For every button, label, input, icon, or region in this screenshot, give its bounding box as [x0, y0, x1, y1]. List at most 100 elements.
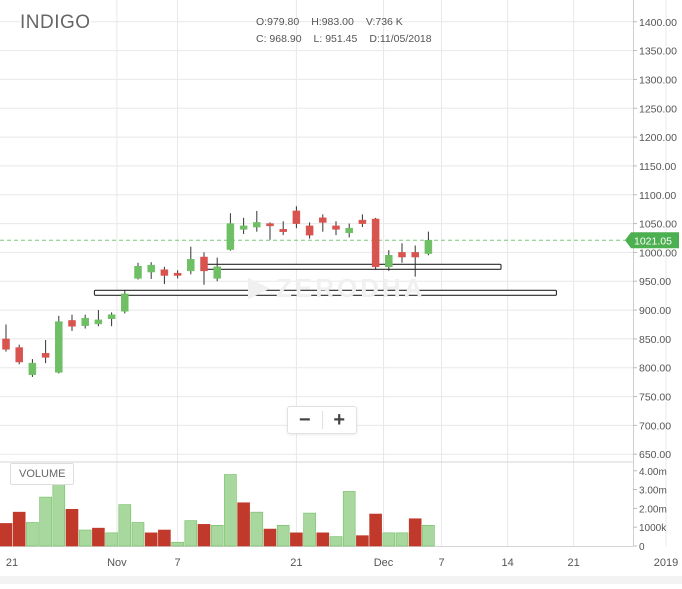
volume-label: VOLUME — [10, 463, 75, 485]
volume-tick-label: 1000k — [639, 523, 667, 534]
candle-body — [279, 229, 287, 232]
volume-bar — [171, 541, 184, 547]
price-tick-label: 1150.00 — [639, 161, 676, 173]
candle-body — [239, 225, 248, 230]
volume-bar — [105, 532, 118, 547]
watermark: ZERODHA — [248, 273, 426, 304]
ohlc-volume: V:736 K — [365, 16, 403, 28]
price-tick-label: 1200.00 — [639, 132, 677, 144]
price-tick-label: 1350.00 — [639, 46, 677, 58]
zoom-controls: − + — [287, 406, 357, 434]
price-tick-label: 1050.00 — [639, 219, 677, 231]
volume-bar — [408, 518, 422, 547]
candle-body — [160, 269, 169, 276]
ohlc-low: L: 951.45 — [313, 33, 358, 45]
volume-bar — [12, 511, 26, 547]
last-price-badge-shape — [625, 232, 679, 249]
candle-body — [385, 255, 393, 268]
volume-tick-label: 3.00m — [639, 486, 667, 497]
candle-body — [253, 222, 261, 228]
candle-body — [55, 321, 63, 373]
candle-body — [305, 225, 314, 236]
price-tick-label: 950.00 — [639, 276, 671, 288]
volume-bar — [316, 532, 330, 547]
price-tick-label: 900.00 — [639, 305, 671, 317]
candle-body — [187, 259, 195, 272]
volume-bar — [65, 509, 79, 547]
candle-body — [424, 240, 433, 254]
candle-body — [358, 219, 367, 224]
volume-bar — [342, 491, 356, 547]
time-axis-label: Dec — [374, 557, 394, 569]
volume-bar — [39, 496, 52, 547]
volume-bar — [92, 527, 105, 547]
candle-body — [2, 338, 10, 350]
volume-bar — [276, 525, 290, 547]
last-price-value: 1021.05 — [634, 235, 672, 247]
candle-body — [107, 314, 116, 319]
ohlc-open: O:979.80 — [256, 16, 300, 28]
volume-tick-label: 0 — [639, 542, 645, 553]
time-axis-label: 21 — [290, 557, 302, 569]
candle-body — [332, 225, 340, 230]
candle-body — [226, 223, 235, 250]
volume-bar — [290, 532, 303, 547]
volume-bar — [356, 535, 369, 547]
candle-body — [411, 252, 419, 258]
ticker-symbol: INDIGO — [20, 12, 91, 34]
volume-bar — [422, 525, 435, 547]
price-tick-label: 800.00 — [639, 363, 671, 375]
time-axis-label: 2019 — [654, 557, 678, 569]
candle-body — [371, 218, 380, 268]
volume-bar — [329, 536, 343, 547]
candle-body — [319, 217, 327, 223]
price-tick-label: 1400.00 — [639, 17, 677, 29]
time-axis-label: 21 — [567, 557, 579, 569]
candle-body — [41, 353, 50, 358]
volume-bar — [224, 474, 237, 547]
candle-body — [266, 223, 274, 227]
price-tick-label: 1100.00 — [639, 190, 676, 202]
candle-body — [292, 210, 301, 224]
volume-bar — [197, 524, 211, 547]
time-axis-label: 14 — [501, 557, 513, 569]
volume-tick-label: 4.00m — [639, 467, 667, 478]
ohlc-readout: O:979.80 H:983.00 V:736 K C: 968.90 L: 951.… — [256, 14, 444, 48]
candle-body — [345, 227, 353, 234]
time-axis-label: 21 — [6, 557, 18, 569]
volume-bar — [0, 523, 13, 547]
candle-body — [200, 256, 208, 272]
price-tick-label: 650.00 — [639, 449, 671, 461]
ohlc-high: H:983.00 — [311, 16, 354, 28]
time-axis-label: 7 — [175, 557, 181, 569]
ohlc-date: D:11/05/2018 — [369, 33, 432, 45]
zoom-in-button[interactable]: + — [333, 408, 346, 431]
volume-bar — [184, 520, 198, 547]
candle-body — [121, 293, 129, 312]
candle-body — [94, 319, 103, 325]
price-tick-label: 750.00 — [639, 392, 671, 404]
volume-bar — [237, 502, 250, 547]
watermark-text: ZERODHA — [276, 273, 426, 303]
ohlc-close: C: 968.90 — [256, 33, 302, 45]
support-zone — [203, 263, 502, 270]
volume-tick-label: 2.00m — [639, 504, 667, 515]
price-tick-label: 700.00 — [639, 420, 671, 432]
volume-bar — [303, 512, 316, 547]
zoom-out-button[interactable]: − — [298, 408, 311, 431]
candle-body — [147, 264, 155, 273]
volume-bar — [144, 532, 158, 547]
candle-body — [173, 272, 182, 276]
volume-bar — [382, 532, 396, 547]
watermark-logo-icon — [248, 277, 270, 300]
footer-strip — [0, 576, 682, 584]
volume-bar — [263, 528, 277, 547]
volume-bar — [250, 511, 264, 547]
candle-body — [134, 266, 142, 279]
time-axis-label: 7 — [439, 557, 445, 569]
volume-bar — [395, 532, 409, 547]
price-tick-label: 1000.00 — [639, 247, 677, 259]
time-axis-label: Nov — [107, 557, 127, 569]
